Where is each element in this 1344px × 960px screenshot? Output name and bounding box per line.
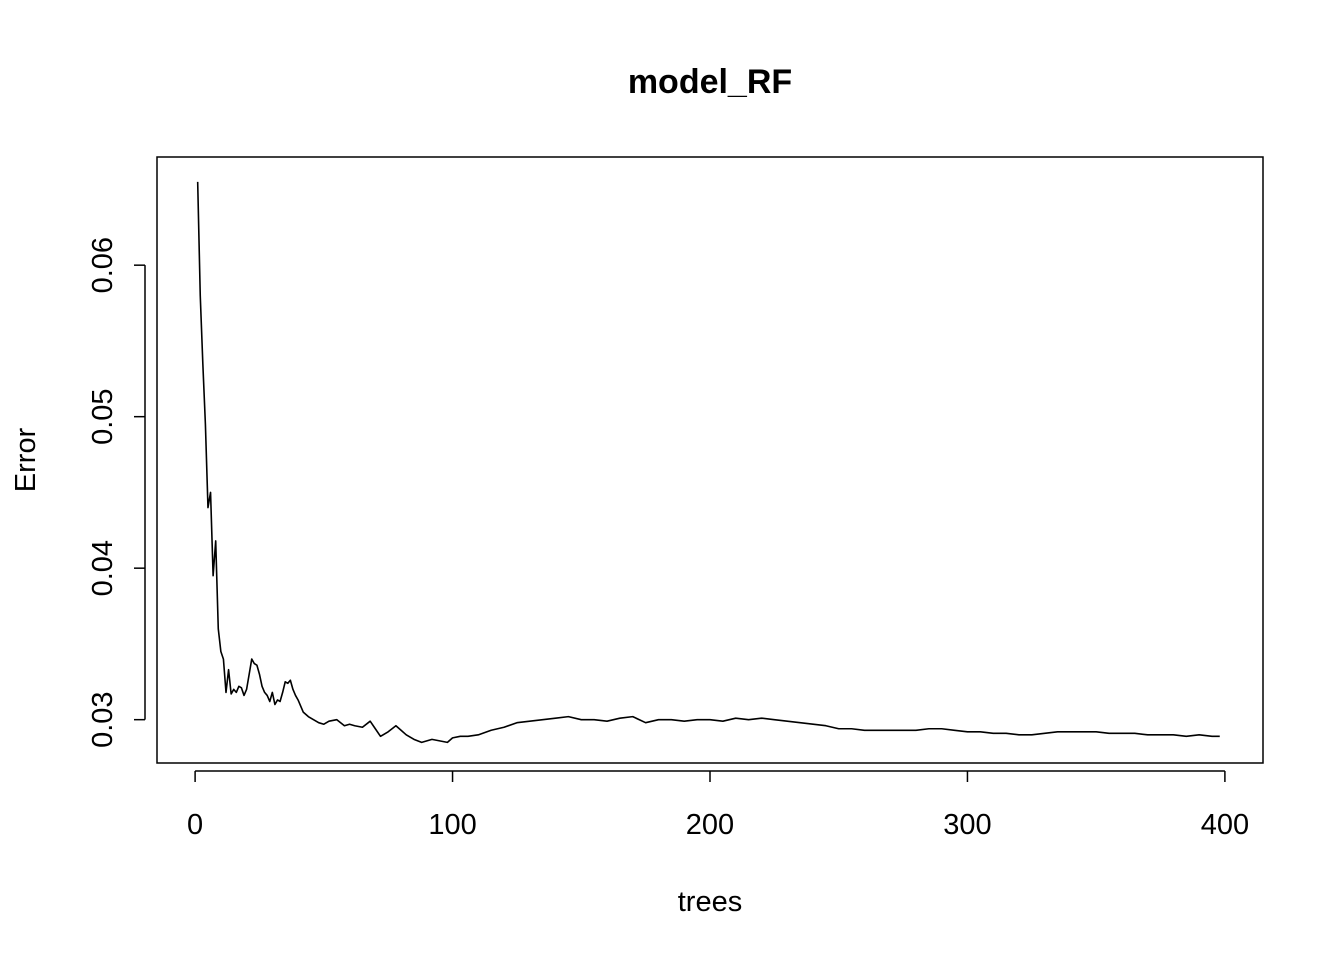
error-series-line [196,181,1220,744]
plot-frame [156,156,1264,764]
chart-title: model_RF [628,63,792,101]
x-tick-label: 100 [428,809,476,841]
y-axis-label: Error [10,427,42,492]
y-axis: 0.03 0.04 0.05 0.06 [87,237,146,748]
x-axis: 0 100 200 300 400 [187,770,1249,841]
y-tick-label: 0.05 [87,388,119,444]
x-tick-label: 300 [943,809,991,841]
x-tick-label: 200 [686,809,734,841]
x-tick-label: 0 [187,809,203,841]
y-tick-label: 0.03 [87,691,119,747]
x-axis-label: trees [678,886,742,918]
x-tick-label: 400 [1201,809,1249,841]
y-tick-label: 0.04 [87,540,119,596]
y-tick-label: 0.06 [87,237,119,293]
